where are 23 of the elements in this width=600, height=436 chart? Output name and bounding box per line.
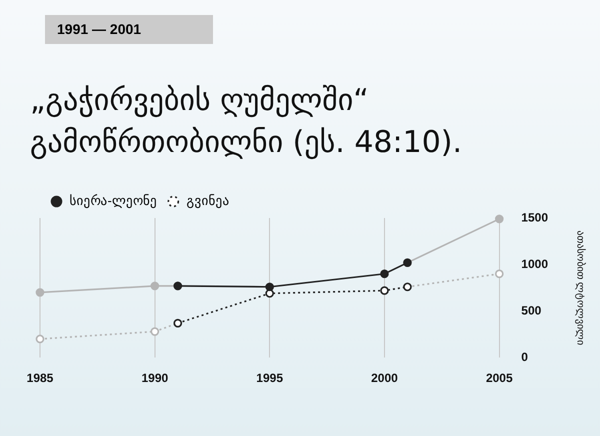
point: [150, 327, 160, 336]
x-tick-label: 1990: [141, 371, 168, 386]
point: [495, 270, 504, 278]
legend-label: სიერა-ლეონე: [70, 193, 157, 210]
x-tick-label: 2000: [371, 371, 398, 386]
point: [380, 270, 389, 278]
legend-label: გვინეა: [186, 193, 230, 210]
y-axis-title: ათასობით ლტოლვილი: [574, 230, 586, 346]
point: [150, 282, 160, 290]
point: [36, 288, 44, 297]
x-tick-label: 2005: [486, 371, 513, 386]
y-tick-label: 0: [521, 350, 528, 364]
x-tick-label: 1985: [26, 371, 54, 386]
chart-title: „გაჭირვების ღუმელში“ გამოწრთობილნი (ეს. 48:10).: [30, 82, 464, 162]
chart-subtitle: 1991 — 2001: [45, 15, 213, 44]
x-tick-label: 1995: [256, 371, 284, 386]
y-tick-label: 500: [521, 303, 542, 318]
point: [495, 214, 504, 224]
point: [380, 286, 389, 295]
y-tick-label: 1000: [521, 256, 548, 271]
point: [36, 334, 44, 344]
y-tick-label: 1500: [521, 210, 548, 224]
point: [265, 282, 274, 292]
